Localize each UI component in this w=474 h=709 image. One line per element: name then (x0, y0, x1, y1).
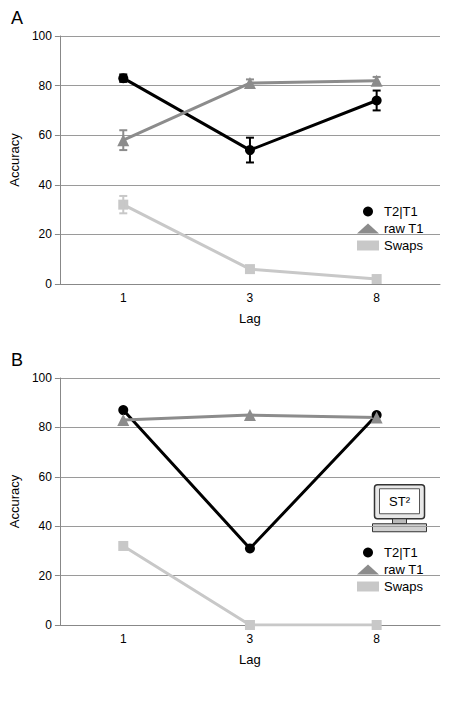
svg-text:100: 100 (32, 29, 52, 43)
svg-text:100: 100 (32, 371, 52, 385)
svg-text:60: 60 (39, 128, 53, 142)
svg-text:0: 0 (45, 277, 52, 291)
svg-text:8: 8 (373, 291, 380, 305)
svg-text:8: 8 (373, 632, 380, 646)
svg-text:60: 60 (39, 470, 53, 484)
svg-text:80: 80 (39, 420, 53, 434)
svg-text:Accuracy: Accuracy (7, 133, 22, 187)
svg-text:A: A (11, 8, 23, 28)
svg-text:Lag: Lag (239, 652, 261, 667)
svg-text:Swaps: Swaps (384, 238, 424, 253)
svg-text:3: 3 (247, 291, 254, 305)
svg-text:20: 20 (39, 227, 53, 241)
svg-text:T2|T1: T2|T1 (384, 545, 418, 560)
svg-text:1: 1 (120, 291, 127, 305)
svg-text:20: 20 (39, 569, 53, 583)
svg-text:3: 3 (247, 632, 254, 646)
svg-text:0: 0 (45, 618, 52, 632)
svg-text:B: B (11, 350, 23, 370)
svg-text:40: 40 (39, 519, 53, 533)
svg-text:raw T1: raw T1 (384, 221, 424, 236)
svg-text:1: 1 (120, 632, 127, 646)
svg-text:80: 80 (39, 79, 53, 93)
svg-text:Accuracy: Accuracy (7, 474, 22, 528)
svg-text:ST²: ST² (389, 494, 411, 509)
svg-text:40: 40 (39, 178, 53, 192)
svg-text:Lag: Lag (239, 311, 261, 326)
svg-text:T2|T1: T2|T1 (384, 204, 418, 219)
svg-text:raw T1: raw T1 (384, 562, 424, 577)
svg-text:Swaps: Swaps (384, 579, 424, 594)
